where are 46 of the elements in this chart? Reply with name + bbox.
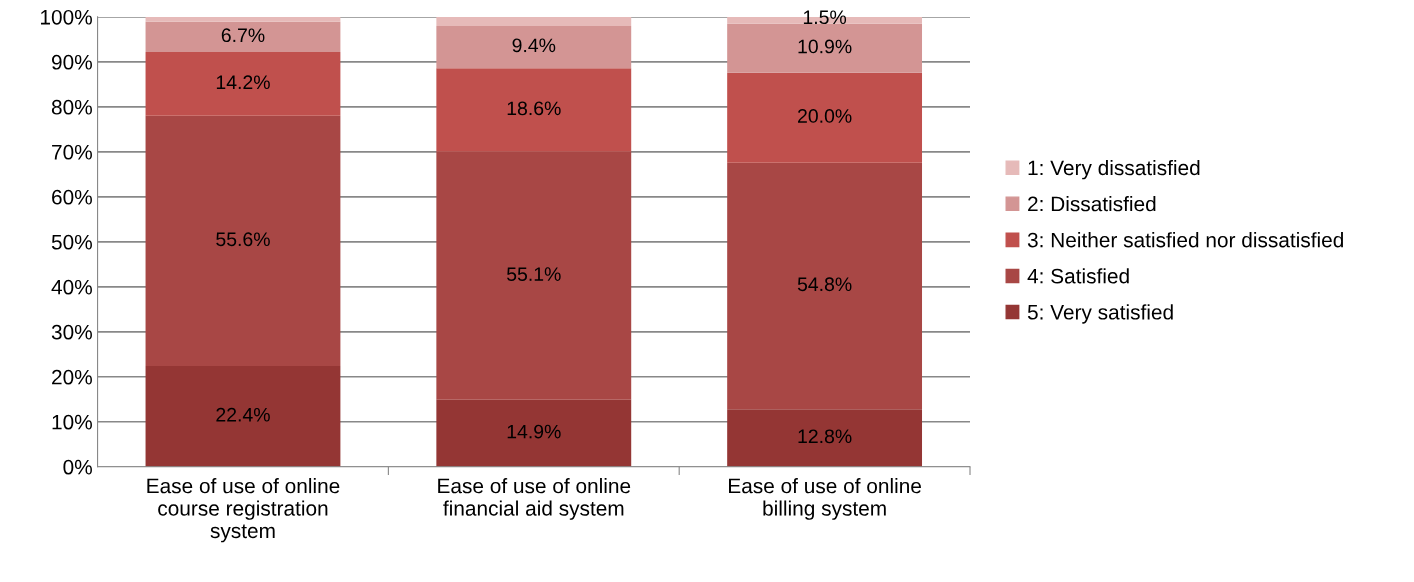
data-label: 9.4% xyxy=(512,38,556,53)
y-tick-label: 70% xyxy=(52,144,92,160)
x-tick-label: Ease of use of online billing system xyxy=(729,478,921,520)
y-tick-label: 60% xyxy=(52,189,92,205)
data-label: 1.5% xyxy=(803,10,847,25)
bar xyxy=(436,68,632,152)
bar xyxy=(145,21,341,52)
data-label: 18.6% xyxy=(507,101,561,116)
data-label: 14.9% xyxy=(507,424,561,439)
bar xyxy=(436,399,632,467)
bar xyxy=(145,51,341,116)
data-label: 22.4% xyxy=(216,407,270,422)
bar xyxy=(145,16,341,22)
bar xyxy=(436,25,632,69)
y-tick-label: 40% xyxy=(51,279,92,295)
y-tick-label: 90% xyxy=(51,54,92,70)
y-tick-label: 20% xyxy=(52,369,92,385)
y-tick-label: 0% xyxy=(63,459,92,475)
bar xyxy=(145,115,341,366)
legend-label: 2: Dissatisfied xyxy=(1028,196,1156,212)
bar xyxy=(145,365,341,467)
bar xyxy=(727,23,923,73)
bar xyxy=(727,162,923,410)
data-label: 20.0% xyxy=(798,109,852,123)
bar xyxy=(727,72,923,163)
data-label: 12.8% xyxy=(798,429,852,444)
legend-label: 5: Very satisfied xyxy=(1027,304,1173,324)
bar xyxy=(436,16,632,26)
bar xyxy=(727,409,923,467)
y-tick-label: 10% xyxy=(52,414,92,430)
y-tick-label: 50% xyxy=(51,234,92,250)
legend-label: 3: Neither satisfied nor dissatisfied xyxy=(1027,232,1343,248)
data-label: 54.8% xyxy=(797,277,852,292)
legend-label: 4: Satisfied xyxy=(1027,268,1129,284)
data-label: 55.1% xyxy=(507,267,561,282)
x-tick-label: Ease of use of online financial aid system xyxy=(438,478,631,520)
data-label: 10.9% xyxy=(798,39,852,54)
y-tick-label: 30% xyxy=(51,324,92,340)
y-tick-label: 80% xyxy=(51,99,92,115)
bar xyxy=(436,151,632,400)
data-label: 55.6% xyxy=(216,232,270,247)
x-tick-label: Ease of use of online course registration system xyxy=(147,478,340,543)
data-label: 14.2% xyxy=(216,75,270,90)
legend-label: 1: Very dissatisfied xyxy=(1028,159,1200,180)
data-label: 6.7% xyxy=(221,28,265,43)
y-tick-label: 100% xyxy=(41,9,92,25)
